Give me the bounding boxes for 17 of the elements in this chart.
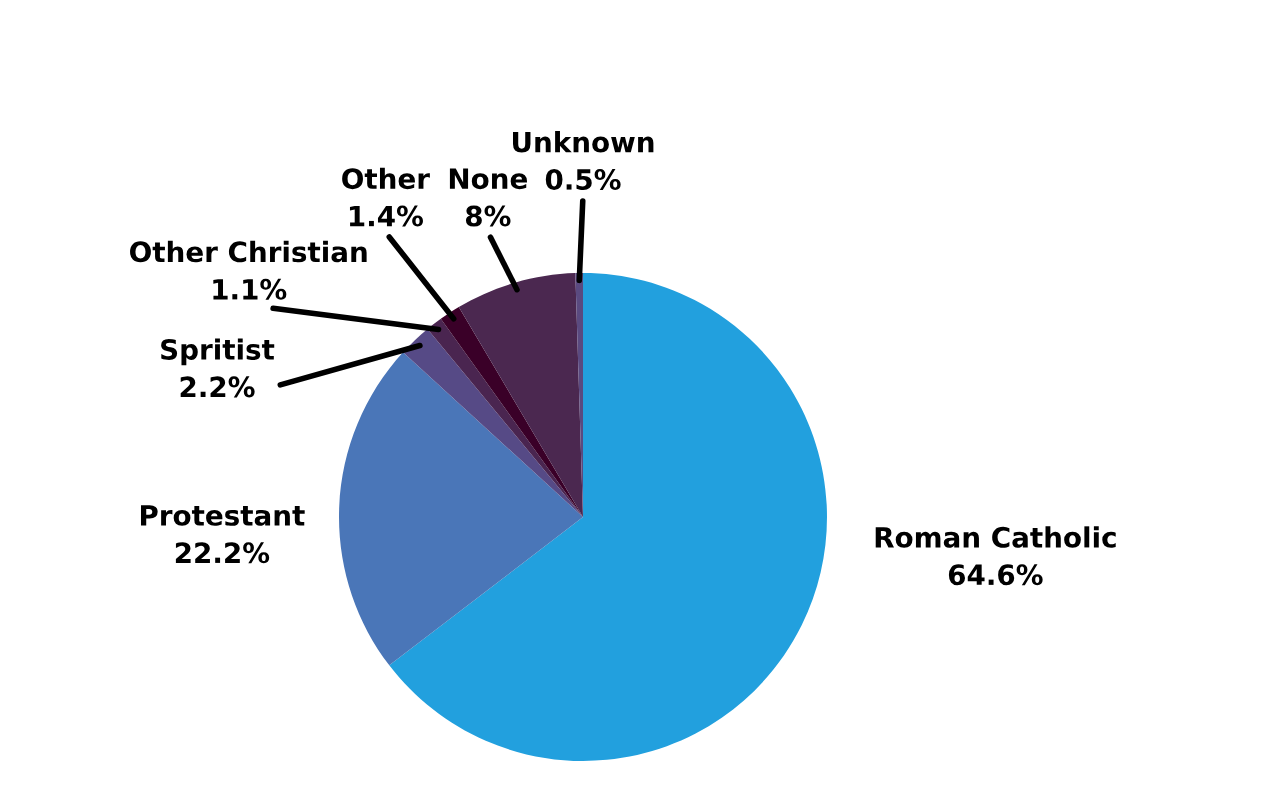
slice-label: Unknown: [513, 131, 654, 153]
slice-label: None: [449, 168, 527, 190]
pie-slice: [389, 273, 827, 761]
slice-label: Spritist: [161, 338, 275, 366]
slice-label: Other: [342, 167, 430, 190]
data-label: 1.4%: [349, 205, 423, 227]
data-label: 64.6%: [948, 564, 1043, 586]
slice-label: Roman Catholic: [875, 526, 1116, 548]
data-label: 8%: [465, 205, 511, 227]
pie-slice: [403, 328, 583, 517]
slice-label: Other Christian: [130, 240, 367, 263]
pie-slice: [339, 352, 583, 666]
data-label: 1.1%: [213, 278, 287, 300]
slice-label: Protestant: [141, 505, 305, 526]
data-label: 2.2%: [180, 376, 255, 398]
data-label: 22.2%: [175, 542, 270, 564]
data-label: 0.5%: [545, 168, 621, 190]
